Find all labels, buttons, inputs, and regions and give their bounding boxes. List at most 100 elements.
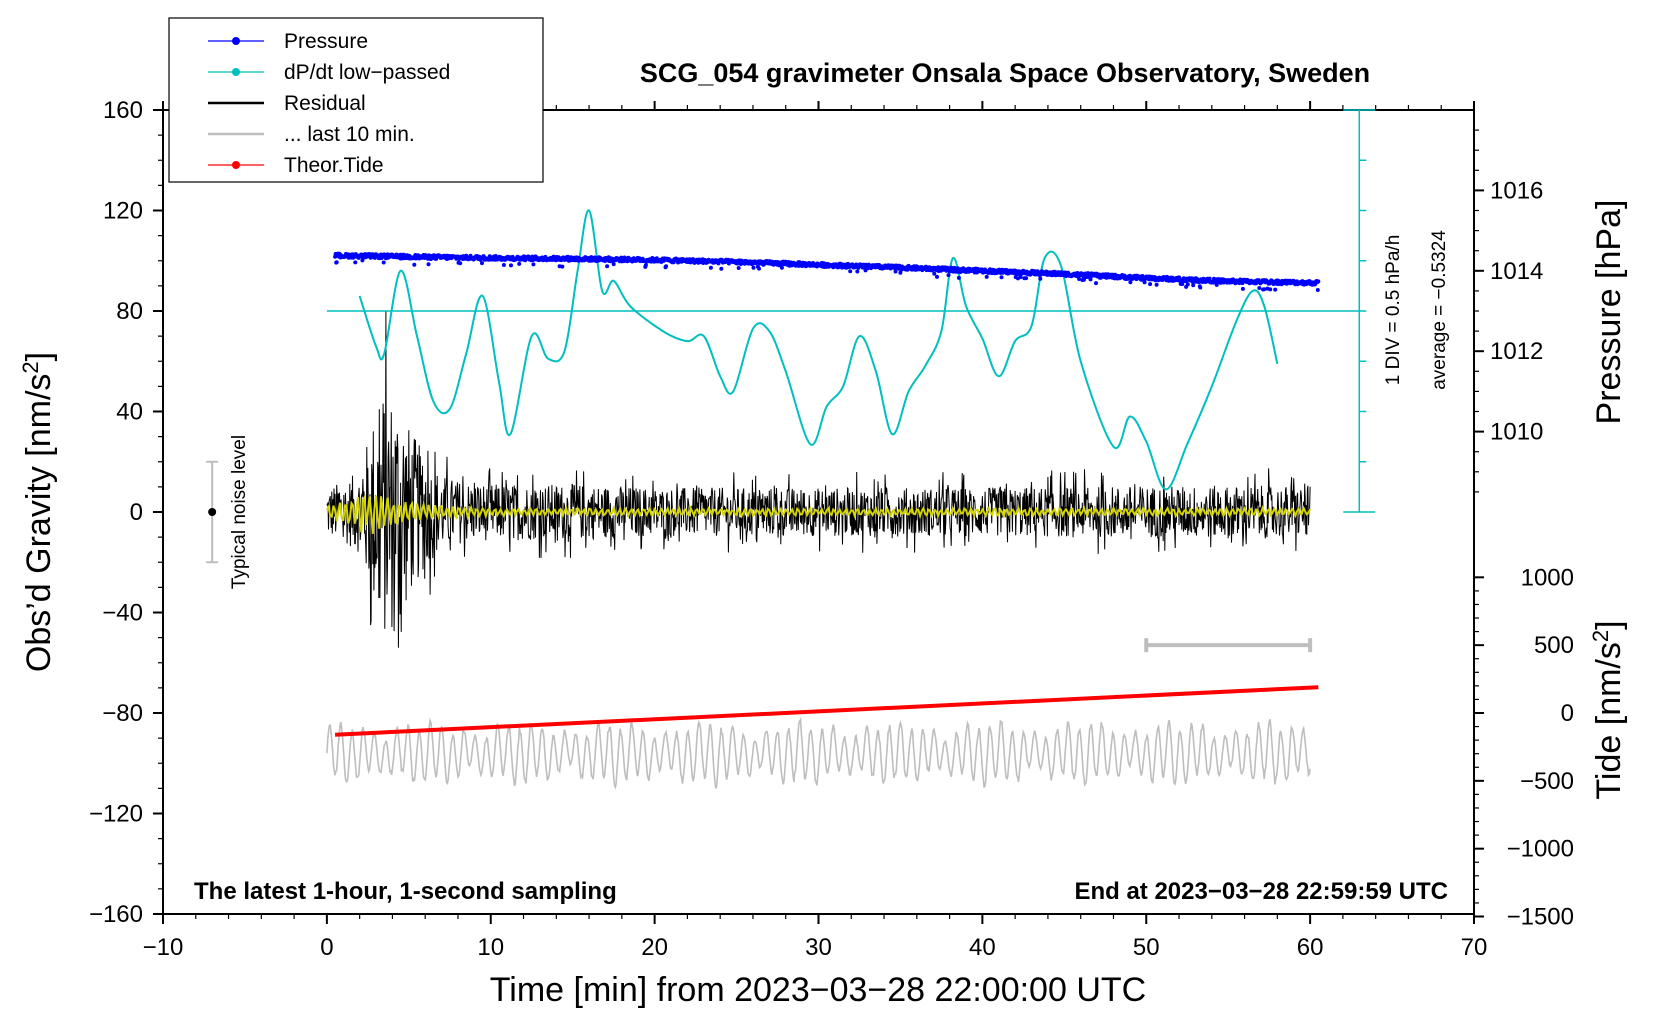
pressure-point <box>480 261 484 266</box>
y-axis-title-gravity-suffix: ] <box>20 352 58 361</box>
y-axis-title-pressure: Pressure [hPa] <box>1590 200 1628 425</box>
pressure-point <box>1315 288 1320 292</box>
pressure-point <box>531 262 536 267</box>
legend-label: ... last 10 min. <box>284 123 415 146</box>
x-tick-label: 20 <box>641 934 668 961</box>
legend-box <box>168 17 544 183</box>
pressure-point <box>643 263 648 268</box>
pressure-point <box>1185 282 1190 287</box>
y-axis-title-gravity-sup: 2 <box>18 361 43 373</box>
pressure-point <box>898 270 903 275</box>
pressure-point <box>1214 282 1219 287</box>
legend-swatch-dot <box>232 161 240 169</box>
pressure-point <box>736 266 741 270</box>
pressure-point <box>334 260 339 265</box>
pressure-point <box>1207 276 1212 281</box>
pressure-point <box>412 262 417 267</box>
pressure-point <box>956 275 961 280</box>
residual-lowpass-line <box>326 493 1312 534</box>
last-10-min-line <box>326 716 1311 790</box>
y-axis-title-tide-sup: 2 <box>1588 630 1613 642</box>
noise-level-dot <box>208 508 217 516</box>
pressure-tick-label: 1014 <box>1490 258 1543 285</box>
pressure-point <box>779 265 784 270</box>
y-tick-label: −80 <box>102 700 143 727</box>
pressure-point <box>1257 286 1262 290</box>
x-tick-label: 50 <box>1133 934 1160 961</box>
bottom-right-note: End at 2023−03−28 22:59:59 UTC <box>1074 878 1448 905</box>
legend: Pressure dP/dt low−passed Residual ... last… <box>168 17 544 183</box>
pressure-point <box>1024 276 1029 281</box>
legend-swatch-dot <box>232 68 240 76</box>
dpdt-scale-label: 1 DIV = 0.5 hPa/h <box>1383 235 1404 386</box>
tide-tick-label: 0 <box>1561 700 1574 727</box>
x-tick-label: 60 <box>1297 934 1324 961</box>
pressure-point <box>855 269 860 274</box>
pressure-point <box>1240 286 1245 291</box>
pressure-points <box>333 251 1321 292</box>
y-axis-title-tide: Tide [nm/s2] <box>1588 620 1629 799</box>
pressure-point <box>1198 285 1203 290</box>
pressure-point <box>932 271 937 276</box>
pressure-point <box>560 264 565 269</box>
y-axis-title-gravity: Obs’d Gravity [nm/s2] <box>18 352 59 672</box>
theoretical-tide-line <box>334 685 1319 737</box>
pressure-point <box>1038 276 1043 281</box>
pressure-point <box>509 263 513 268</box>
y-axis-title-tide-suffix: ] <box>1590 620 1628 629</box>
y-tick-label: −120 <box>89 801 143 828</box>
pressure-point <box>1128 280 1133 285</box>
pressure-point <box>757 266 761 271</box>
x-axis-title: Time [min] from 2023−03−28 22:00:00 UTC <box>490 971 1146 1009</box>
pressure-point <box>1094 281 1098 286</box>
pressure-point <box>1154 282 1159 287</box>
y-axis-title-tide-text: Tide [nm/s <box>1590 642 1628 799</box>
pressure-point <box>1082 277 1086 282</box>
chart-title: SCG_054 gravimeter Onsala Space Observat… <box>640 58 1370 88</box>
pressure-point <box>353 260 358 265</box>
pressure-point <box>1018 275 1023 280</box>
pressure-point <box>1148 282 1153 287</box>
pressure-point <box>1268 287 1273 292</box>
dpdt-average-label: average = −0.5324 <box>1429 230 1450 390</box>
dpdt-lowpass-line <box>358 209 1279 491</box>
pressure-point <box>984 274 989 279</box>
bottom-left-note: The latest 1-hour, 1-second sampling <box>194 878 617 905</box>
pressure-point <box>517 261 522 266</box>
pressure-point <box>1191 283 1196 288</box>
x-tick-label: 0 <box>320 934 333 961</box>
series-layer <box>206 109 1376 790</box>
pressure-point <box>1077 277 1082 281</box>
tide-tick-label: 500 <box>1534 632 1574 659</box>
x-tick-label: −10 <box>143 934 184 961</box>
pressure-point <box>664 264 669 269</box>
y-tick-label: −160 <box>89 901 143 928</box>
pressure-point <box>1262 287 1267 292</box>
legend-label: Residual <box>284 92 366 115</box>
legend-label: Theor.Tide <box>284 154 384 177</box>
pressure-tick-label: 1016 <box>1490 177 1543 204</box>
pressure-point <box>426 262 431 267</box>
y-tick-label: −40 <box>102 600 143 627</box>
y-tick-label: 120 <box>103 198 143 225</box>
x-tick-label: 10 <box>477 934 504 961</box>
legend-swatch-dot <box>232 37 240 45</box>
y-tick-label: 0 <box>130 499 143 526</box>
legend-items: Pressure dP/dt low−passed Residual ... last… <box>208 30 450 177</box>
x-tick-label: 30 <box>805 934 832 961</box>
x-tick-label: 70 <box>1461 934 1488 961</box>
y-tick-label: 80 <box>116 298 143 325</box>
pressure-tick-label: 1012 <box>1490 338 1543 365</box>
pressure-point <box>848 269 853 274</box>
tide-tick-label: −1000 <box>1507 836 1574 863</box>
pressure-point <box>381 260 386 265</box>
pressure-point <box>1088 277 1093 282</box>
pressure-point <box>1273 287 1278 292</box>
pressure-point <box>719 266 724 271</box>
y-tick-label: 40 <box>116 399 143 426</box>
tide-tick-label: 1000 <box>1521 564 1574 591</box>
noise-level-label: Typical noise level <box>229 435 250 589</box>
y-tick-label: 160 <box>103 97 143 124</box>
legend-label: Pressure <box>284 30 368 53</box>
